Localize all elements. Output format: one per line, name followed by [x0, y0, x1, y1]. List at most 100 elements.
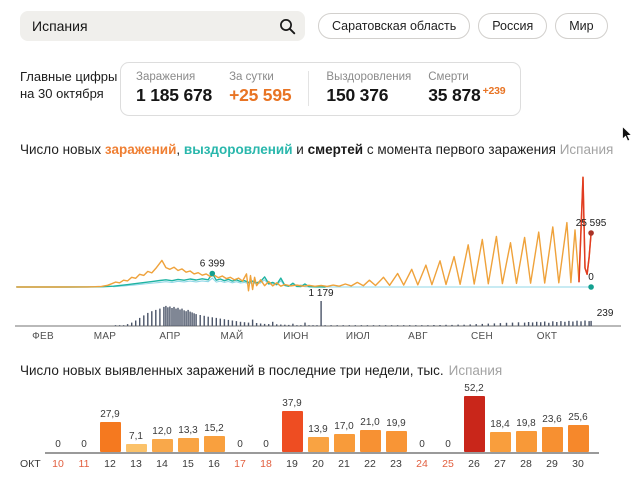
- timeline-title-sep1: ,: [176, 142, 184, 157]
- timeline-title-prefix: Число новых: [20, 142, 105, 157]
- deaths-bar: [544, 321, 546, 326]
- deaths-bar: [312, 325, 314, 326]
- bar-slot-22: 21,0: [357, 416, 383, 452]
- deaths-bar: [183, 310, 185, 326]
- day-label-11: 11: [78, 458, 90, 470]
- stat-infections-value: 1 185 678: [136, 85, 213, 105]
- month-label-АПР: АПР: [159, 331, 180, 342]
- stats-divider: [308, 71, 310, 106]
- deaths-bar: [568, 320, 570, 326]
- bar-value-label: 19,8: [516, 417, 536, 429]
- day-label-15: 15: [182, 458, 194, 470]
- month-label-МАР: МАР: [94, 331, 117, 342]
- bar-slot-28: 19,8: [513, 418, 539, 452]
- stat-deaths-delta: +239: [482, 85, 506, 97]
- bar-day-29[interactable]: [541, 426, 563, 452]
- bar-slot-24: 0: [409, 439, 435, 452]
- deaths-bar: [396, 325, 399, 326]
- timeline-title-recoveries-word: выздоровлений: [183, 142, 293, 157]
- deaths-bar: [342, 325, 344, 326]
- bar-day-26[interactable]: [463, 396, 485, 452]
- deaths-bar: [304, 322, 306, 326]
- deaths-bar: [556, 322, 558, 326]
- stat-deaths: Смерти 35 878 +239: [428, 71, 505, 106]
- day-label-21: 21: [338, 458, 350, 470]
- bar-day-28[interactable]: [515, 430, 537, 452]
- bar-slot-11: 0: [71, 439, 97, 452]
- key-figures-panel: Заражения 1 185 678 За сутки +25 595 Выз…: [120, 62, 522, 116]
- timeline-title-sep2: и: [292, 142, 308, 157]
- deaths-bar: [118, 325, 121, 326]
- day-label-14: 14: [156, 458, 168, 470]
- deaths-bar: [191, 312, 193, 326]
- month-label-СЕН: СЕН: [471, 331, 493, 342]
- day-label-26: 26: [468, 458, 480, 470]
- bar-day-14[interactable]: [151, 439, 173, 452]
- annotation-dot: [588, 284, 594, 290]
- deaths-bar: [167, 307, 169, 326]
- search-input[interactable]: [20, 11, 305, 41]
- bar-slot-20: 13,9: [305, 424, 331, 452]
- timeline-chart[interactable]: ФЕВ МАР АПР МАЙ ИЮН ИЮЛ АВГ СЕН ОКТ 6 399 25 595 0 1…: [0, 165, 636, 343]
- bar-day-13[interactable]: [125, 444, 147, 452]
- stat-infections: Заражения 1 185 678: [136, 71, 212, 106]
- day-label-27: 27: [494, 458, 506, 470]
- bar-slot-18: 0: [253, 439, 279, 452]
- deaths-bar: [469, 324, 471, 326]
- key-figures-section: Главные цифры на 30 октября Заражения 1 …: [0, 41, 636, 116]
- search-icon[interactable]: [279, 18, 296, 40]
- deaths-bar: [320, 301, 322, 326]
- bar-slot-10: 0: [45, 439, 71, 452]
- region-button-world[interactable]: Мир: [555, 13, 608, 39]
- deaths-bar: [122, 325, 125, 326]
- stat-deaths-number: 35 878: [428, 85, 481, 105]
- bar-day-16[interactable]: [203, 435, 225, 452]
- deaths-bar: [223, 319, 226, 326]
- bar-day-20[interactable]: [307, 437, 329, 452]
- infections-peak-segment: [578, 176, 592, 283]
- day-label-16: 16: [208, 458, 220, 470]
- bar-day-27[interactable]: [489, 432, 511, 452]
- deaths-bar: [263, 323, 266, 326]
- deaths-bar: [165, 305, 167, 326]
- annotation-label: 239: [597, 308, 614, 319]
- deaths-bar: [493, 323, 496, 326]
- bar-value-label: 13,9: [308, 424, 328, 436]
- deaths-bar: [239, 321, 242, 326]
- bar-day-15[interactable]: [177, 437, 199, 452]
- deaths-bar: [173, 306, 175, 326]
- deaths-bar: [560, 321, 562, 326]
- bar-day-21[interactable]: [333, 433, 355, 452]
- day-label-28: 28: [520, 458, 532, 470]
- bar-day-30[interactable]: [567, 424, 589, 452]
- annotation-label: 25 595: [576, 218, 607, 229]
- stat-deaths-label: Смерти: [428, 71, 469, 83]
- deaths-bar: [481, 323, 483, 326]
- deaths-bar: [445, 324, 447, 326]
- timeline-title-suffix: с момента первого заражения: [363, 142, 560, 157]
- deaths-bar: [433, 325, 435, 326]
- stat-recoveries: Выздоровления 150 376: [326, 71, 411, 106]
- deaths-bar: [255, 323, 258, 326]
- deaths-bar: [155, 309, 157, 326]
- bar-day-12[interactable]: [99, 422, 121, 452]
- bar-day-19[interactable]: [281, 411, 303, 452]
- region-button-saratov[interactable]: Саратовская область: [318, 13, 471, 39]
- bar-value-label: 21,0: [360, 416, 380, 428]
- deaths-bar: [427, 325, 429, 326]
- deaths-bar: [421, 325, 423, 326]
- bar-day-23[interactable]: [385, 430, 407, 452]
- bar-value-label: 0: [419, 439, 425, 450]
- deaths-bar: [588, 321, 590, 326]
- deaths-bar: [187, 309, 189, 326]
- bar-slot-19: 37,9: [279, 398, 305, 452]
- bar-day-22[interactable]: [359, 429, 381, 452]
- region-button-russia[interactable]: Россия: [478, 13, 548, 39]
- bar-value-label: 0: [237, 439, 243, 450]
- deaths-bar: [147, 312, 149, 326]
- bar-slot-13: 7,1: [123, 431, 149, 452]
- mouse-cursor-icon: [622, 125, 633, 147]
- key-figures-heading-line2: на 30 октября: [20, 85, 104, 101]
- weekly-chart[interactable]: 0 0 27,9 7,1 12,0 13,3 15,2 0 0 37,9 13,9 17,0 21,0 1…: [20, 382, 636, 470]
